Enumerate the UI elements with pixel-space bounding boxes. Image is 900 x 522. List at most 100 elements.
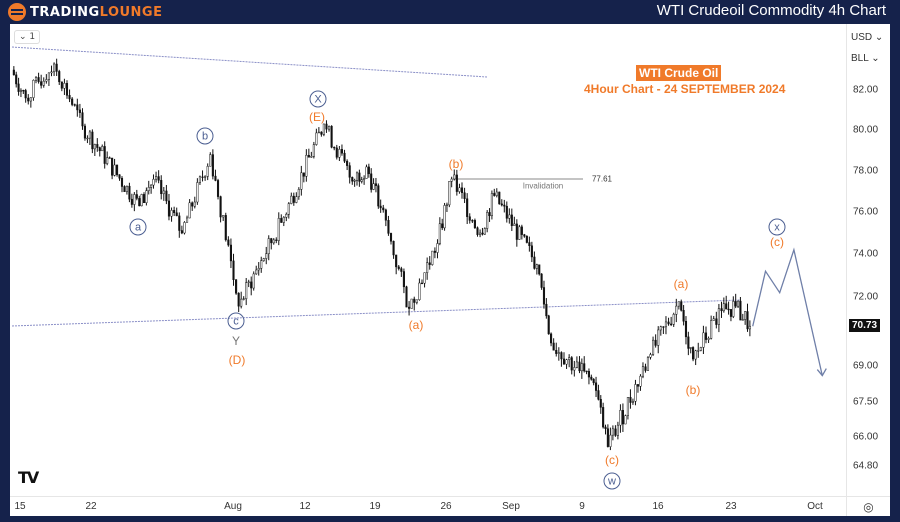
candle-body <box>101 146 104 152</box>
candle-body <box>528 242 531 246</box>
candle-body <box>604 426 607 429</box>
candle-body <box>667 321 670 325</box>
candle-body <box>562 358 566 365</box>
candle-body <box>387 219 390 234</box>
candle-body <box>290 195 293 204</box>
time-axis[interactable]: 15 22 Aug 12 19 26 Sep 9 16 23 Oct <box>10 496 846 516</box>
candle-body <box>120 178 124 187</box>
candle-body <box>500 203 503 206</box>
candle-body <box>445 204 448 206</box>
time-tick: 26 <box>440 501 452 512</box>
candle-body <box>460 187 464 193</box>
wave-label: w <box>603 472 621 490</box>
candle-body <box>183 222 186 234</box>
candle-body <box>379 205 382 209</box>
wave-label: (a) <box>673 277 689 291</box>
plot-area[interactable]: ⌄ 1 WTI Crude Oil 4Hour Chart - 24 SEPTE… <box>10 24 846 496</box>
candle-body <box>587 371 590 378</box>
chart-panel[interactable]: ⌄ 1 WTI Crude Oil 4Hour Chart - 24 SEPTE… <box>10 24 890 516</box>
candle-body <box>260 260 263 269</box>
candle-body <box>297 189 300 197</box>
price-tick: 66.00 <box>853 431 879 443</box>
candle-body <box>277 218 280 241</box>
candle-body <box>402 271 405 288</box>
candle-body <box>616 424 619 436</box>
settings-button[interactable]: ◎ <box>846 496 890 516</box>
candle-body <box>343 152 346 162</box>
candle-body <box>198 176 202 183</box>
candle-body <box>490 193 493 217</box>
candle-body <box>175 212 178 217</box>
interval-toggle[interactable]: ⌄ 1 <box>14 30 41 44</box>
tradingview-logo[interactable]: TV <box>18 468 39 487</box>
candle-body <box>702 332 705 348</box>
candle-body <box>498 191 501 205</box>
time-tick: 15 <box>14 501 26 512</box>
candle-body <box>644 366 647 371</box>
candle-body <box>720 308 723 312</box>
candle-body <box>710 320 713 339</box>
candle-body <box>185 217 189 223</box>
time-tick: 16 <box>652 501 664 512</box>
chart-subtitle: 4Hour Chart - 24 SEPTEMBER 2024 <box>584 82 786 96</box>
candle-body <box>227 239 230 246</box>
logo-icon <box>8 3 26 21</box>
candle-body <box>128 185 131 200</box>
price-tick: 78.00 <box>853 165 879 177</box>
candle-body <box>250 281 253 289</box>
candle-body <box>360 179 363 182</box>
candle-body <box>295 196 298 203</box>
candle-body <box>188 202 191 219</box>
candle-body <box>597 390 600 400</box>
candle-body <box>392 240 395 256</box>
candle-body <box>325 123 328 130</box>
candle-body <box>636 384 640 387</box>
wave-label: (a) <box>408 318 424 332</box>
candle-body <box>570 357 573 371</box>
candle-body <box>123 186 126 192</box>
candle-body <box>624 415 627 425</box>
candle-body <box>689 347 692 349</box>
candle-body <box>338 149 341 158</box>
candle-body <box>739 300 742 321</box>
candle-body <box>312 144 315 157</box>
candle-body <box>340 149 344 154</box>
candle-body <box>322 123 325 135</box>
invalidation-price: 77.61 <box>591 174 613 184</box>
candle-body <box>209 154 212 167</box>
candle-body <box>327 125 331 130</box>
brand-part2: LOUNGE <box>99 4 163 20</box>
candle-body <box>510 214 513 226</box>
candle-body <box>606 428 609 447</box>
candle-body <box>78 109 81 113</box>
candle-body <box>201 176 204 178</box>
candle-body <box>704 332 708 340</box>
projection-path <box>752 247 823 376</box>
candle-body <box>649 354 652 358</box>
candle-body <box>580 363 583 372</box>
candle-body <box>140 194 143 207</box>
price-tick: 74.00 <box>853 248 879 260</box>
candle-body <box>540 273 543 288</box>
candle-body <box>420 282 424 285</box>
candle-body <box>634 384 637 402</box>
currency-select[interactable]: USD ⌄ <box>851 32 884 43</box>
candle-body <box>257 268 260 271</box>
candle-body <box>423 272 426 284</box>
candle-body <box>652 339 655 355</box>
candle-body <box>216 180 220 197</box>
interval-value: 1 <box>29 32 36 42</box>
unit-select[interactable]: BLL ⌄ <box>851 53 880 64</box>
candle-body <box>413 298 416 303</box>
lower-trendline <box>11 299 741 327</box>
currency-value: USD <box>851 32 873 43</box>
candle-body <box>550 333 553 344</box>
candle-body <box>272 239 275 244</box>
candle-body <box>60 81 63 89</box>
time-tick: 23 <box>725 501 737 512</box>
candle-body <box>242 298 245 300</box>
candle-body <box>476 227 479 235</box>
price-axis[interactable]: USD ⌄ BLL ⌄ 82.00 80.00 78.00 76.00 74.00 72.… <box>846 24 890 496</box>
candle-body <box>670 323 673 325</box>
candle-body <box>657 329 660 346</box>
